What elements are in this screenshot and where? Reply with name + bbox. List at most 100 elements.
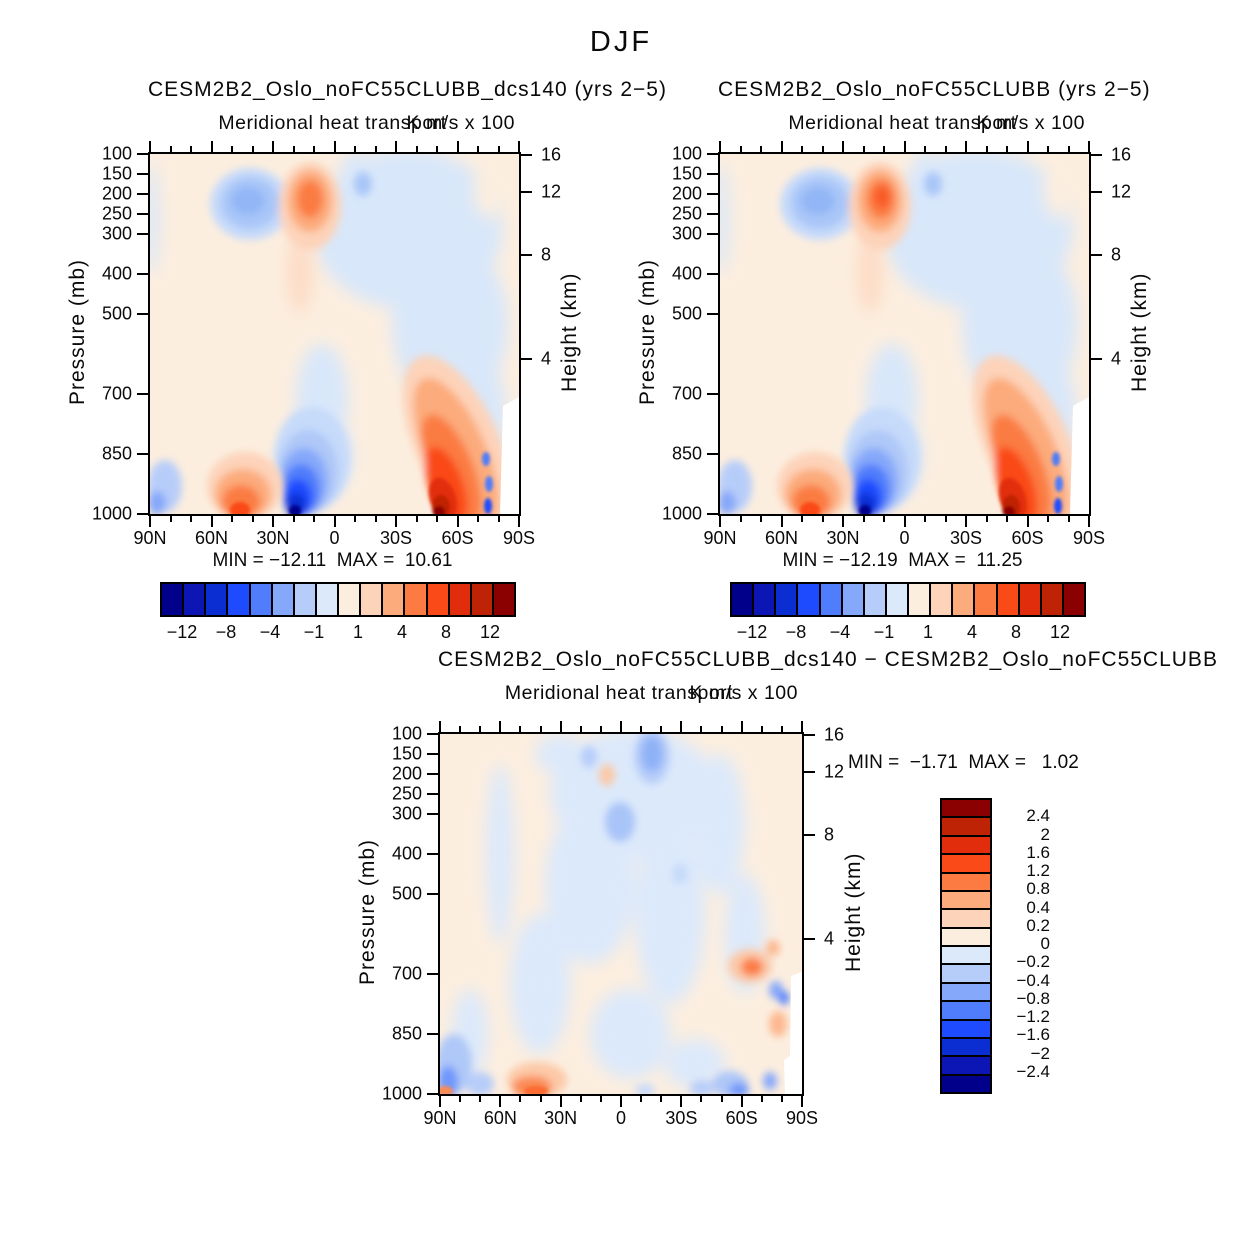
height-tick — [804, 771, 815, 774]
pressure-tick — [707, 213, 718, 215]
pressure-tick-label: 100 — [671, 143, 702, 164]
colorbar-horizontal — [730, 582, 1086, 617]
lat-tick-top — [439, 721, 441, 732]
pressure-tick-label: 200 — [671, 183, 702, 204]
colorbar-tick-label: 12 — [1049, 622, 1071, 642]
pressure-tick-label: 500 — [671, 303, 702, 324]
panel-subtitle-row: Meridional heat transport K m/s x 100 — [148, 112, 517, 136]
panel-title: CESM2B2_Oslo_noFC55CLUBB_dcs140 − CESM2B… — [438, 648, 1218, 671]
lat-tick-bottom — [599, 1096, 602, 1102]
pressure-tick-label: 150 — [391, 743, 422, 764]
colorbar-tick-label: −1 — [873, 622, 895, 642]
colorbar-cell — [942, 836, 990, 856]
height-tick-label: 8 — [1111, 244, 1122, 265]
lat-tick-bottom — [395, 516, 397, 527]
lat-tick-label: 30S — [665, 1108, 698, 1128]
lat-tick-top — [479, 726, 482, 732]
lat-tick-bottom — [719, 516, 721, 527]
lat-tick-top — [190, 146, 192, 152]
lat-tick-top — [272, 141, 274, 152]
lat-tick-top — [456, 141, 459, 152]
pressure-tick — [707, 153, 718, 155]
pressure-tick-label: 250 — [101, 203, 132, 224]
colorbar-tick-label: 2 — [1040, 824, 1050, 844]
lat-tick-top — [924, 146, 926, 152]
lat-tick-bottom — [780, 1096, 783, 1102]
panel-bottom-difference: CESM2B2_Oslo_noFC55CLUBB_dcs140 − CESM2B… — [290, 640, 1218, 1200]
lat-tick-bottom — [456, 516, 459, 527]
pressure-tick — [137, 513, 148, 515]
lat-tick-label: 90S — [502, 528, 536, 548]
lat-tick-top — [395, 141, 397, 152]
lat-tick-label: 30S — [949, 528, 983, 548]
lat-tick-top — [599, 726, 602, 732]
colorbar-cell — [449, 584, 472, 615]
no-data-notch — [784, 972, 802, 1094]
colorbar-cell — [942, 891, 990, 911]
lat-tick-top — [497, 146, 500, 152]
lat-tick-top — [640, 726, 643, 732]
lat-tick-bottom — [1067, 516, 1070, 522]
pressure-tick-label: 400 — [391, 843, 422, 864]
pressure-tick — [707, 393, 718, 395]
lat-tick-label: 0 — [899, 528, 910, 548]
height-axis-label: Height (km) — [1128, 272, 1151, 392]
lat-tick-bottom — [374, 516, 377, 522]
panel-units-label: K m/s x 100 — [976, 112, 1085, 134]
lat-tick-top — [1088, 141, 1090, 152]
lat-tick-top — [740, 721, 743, 732]
minmax-label: MIN = −12.11 MAX = 10.61 — [212, 550, 453, 571]
lat-tick-top — [436, 146, 438, 152]
lat-tick-label: 90N — [133, 528, 167, 548]
pressure-tick — [427, 772, 438, 775]
colorbar-cell — [942, 855, 990, 874]
pressure-tick-label: 1000 — [91, 503, 132, 524]
pressure-tick-label: 200 — [101, 183, 132, 204]
nh-surface-maximum — [207, 452, 283, 514]
lat-tick-top — [1006, 146, 1008, 152]
nh-surface-maximum-core — [230, 502, 250, 514]
colorbar-cell — [942, 910, 990, 929]
lat-tick-top — [149, 141, 151, 152]
contour-field — [150, 154, 519, 514]
height-tick — [804, 734, 815, 737]
lat-tick-bottom — [760, 1096, 763, 1102]
panel-subtitle-row: Meridional heat transport K m/s x 100 — [438, 682, 800, 706]
lat-tick-bottom — [149, 516, 151, 527]
surface-minimum-core — [289, 505, 301, 514]
panel-units-label: K m/s x 100 — [406, 112, 515, 134]
lat-tick-top — [720, 726, 723, 732]
colorbar-cell — [997, 584, 1020, 615]
lat-tick-bottom — [559, 1096, 562, 1107]
lat-tick-top — [903, 141, 906, 152]
pressure-tick — [137, 153, 148, 155]
lat-tick-top — [883, 146, 885, 152]
colorbar-tick-label: 0.2 — [1026, 915, 1050, 935]
lat-tick-bottom — [842, 516, 844, 527]
lat-tick-bottom — [985, 516, 988, 522]
lat-tick-label: 0 — [329, 528, 340, 548]
lat-tick-top — [700, 726, 703, 732]
lat-tick-bottom — [169, 516, 172, 522]
height-axis-label: Height (km) — [842, 852, 865, 972]
lat-tick-top — [739, 146, 742, 152]
lat-tick-bottom — [499, 1096, 502, 1107]
pressure-tick — [427, 973, 438, 975]
lat-tick-top — [944, 146, 947, 152]
lat-tick-top — [499, 721, 502, 732]
lat-tick-label: 30N — [256, 528, 290, 548]
lat-tick-bottom — [231, 516, 233, 522]
lat-tick-bottom — [801, 1096, 803, 1107]
height-tick-label: 4 — [541, 348, 552, 369]
colorbar-cell — [361, 584, 384, 615]
lat-tick-bottom — [760, 516, 762, 522]
height-tick-label: 16 — [1111, 144, 1132, 165]
upper-cells — [720, 162, 942, 514]
lat-tick-top — [539, 726, 542, 732]
height-tick — [521, 357, 532, 360]
pressure-tick — [137, 213, 148, 215]
height-tick-label: 8 — [541, 244, 552, 265]
colorbar-tick-label: 8 — [440, 622, 452, 642]
lat-tick-bottom — [519, 1096, 522, 1102]
colorbar-cell — [228, 584, 251, 615]
